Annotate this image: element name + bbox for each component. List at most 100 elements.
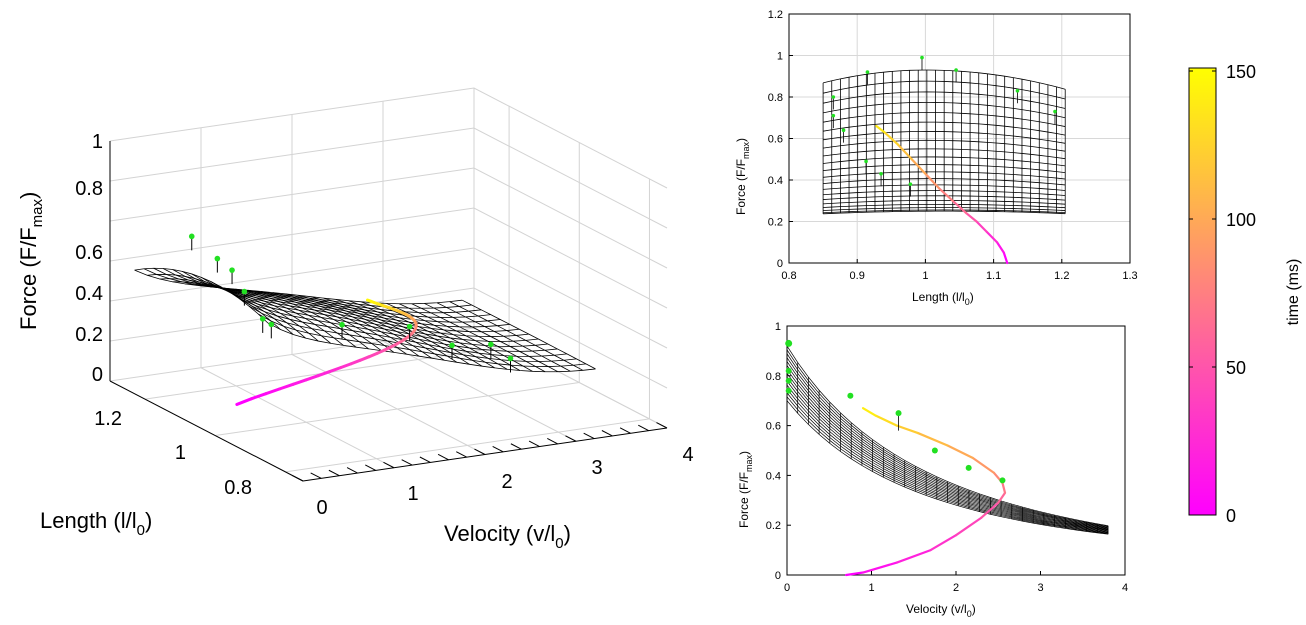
y-tick-label: 1.2 — [768, 9, 783, 21]
trajectory-segment — [235, 397, 254, 406]
trajectory-segment — [250, 392, 268, 401]
trajectory-segment — [264, 387, 282, 396]
y-tick-label: 0.6 — [768, 134, 783, 146]
surface-line — [298, 294, 432, 359]
surface-line — [260, 291, 395, 353]
data-marker — [931, 447, 938, 454]
x-tick — [437, 453, 449, 461]
gridline — [109, 127, 668, 229]
x-tick — [292, 475, 304, 482]
y-tick-label: 1 — [775, 321, 781, 333]
x-tick-label: 1 — [407, 483, 418, 505]
x-tick — [346, 467, 358, 474]
data-marker — [879, 171, 883, 176]
markers-fv — [785, 339, 1006, 484]
x-tick-label: 1.2 — [1054, 270, 1069, 282]
surface-line — [323, 297, 458, 363]
x-tick-label: 2 — [953, 582, 959, 594]
trajectory-segment — [845, 571, 865, 577]
x-tick — [419, 456, 431, 463]
x-tick — [328, 469, 340, 477]
data-marker — [785, 367, 792, 374]
mesh-line — [786, 396, 1109, 534]
surface-line — [247, 289, 382, 351]
data-marker — [188, 233, 195, 240]
mesh-line — [786, 392, 1109, 534]
y-tick-label: 0.8 — [766, 371, 781, 383]
trajectory-segment — [278, 382, 295, 391]
panel-3d: 0 0.2 0.4 0.6 0.8 1 0.8 1 1.2 0 1 2 3 4 … — [16, 87, 694, 552]
data-marker — [841, 128, 846, 132]
x-tick — [383, 461, 395, 469]
data-marker — [965, 464, 972, 471]
z-tick-label: 0 — [92, 364, 103, 386]
trajectory-segment — [975, 220, 988, 233]
mesh-line — [786, 400, 1109, 535]
trajectory-segment — [883, 131, 900, 146]
grid-3d — [109, 87, 668, 482]
x-axis-label: Velocity (v/l0) — [444, 521, 571, 552]
data-marker — [1015, 88, 1020, 93]
colorbar: 0 50 100 150 time (ms) — [1188, 62, 1302, 526]
x-tick — [656, 422, 668, 429]
data-marker — [895, 410, 902, 417]
data-marker — [785, 339, 793, 347]
surface-line — [273, 292, 407, 355]
y-axis-label: Length (l/l0) — [40, 508, 152, 539]
data-marker — [449, 342, 455, 349]
axes-3d — [109, 141, 668, 482]
surface-line — [398, 303, 533, 372]
trajectory-fl — [875, 124, 1009, 265]
data-marker — [831, 95, 836, 99]
x-axis-label-fl: Length (l/l0) — [912, 290, 974, 307]
x-tick — [601, 430, 613, 437]
trajectory-segment — [291, 378, 308, 386]
x-tick-label: 0.8 — [781, 270, 796, 282]
gridline — [109, 167, 668, 269]
surface-line — [336, 299, 470, 365]
mesh-line — [786, 373, 1109, 531]
x-tick — [310, 472, 322, 479]
trajectory-segment — [874, 414, 898, 427]
x-tick — [510, 443, 522, 450]
surface-line — [172, 281, 306, 339]
x-tick-label: 3 — [591, 457, 602, 479]
gridline — [109, 207, 668, 309]
y-axis-label-fv: Force (F/Fmax) — [737, 451, 754, 528]
trajectory-segment — [937, 187, 954, 202]
surface-line — [411, 303, 546, 373]
x-tick-label: 0 — [784, 582, 790, 594]
surface-3d — [134, 267, 596, 373]
data-marker — [920, 55, 924, 60]
colorbar-ticks — [1189, 70, 1216, 516]
trajectory-segment — [365, 298, 373, 303]
trajectory-segment — [316, 370, 332, 378]
surface-line — [184, 283, 319, 342]
data-marker — [864, 159, 868, 164]
y-tick-label: 0.2 — [768, 217, 783, 229]
z-tick-label: 0.6 — [75, 242, 103, 264]
surface-line — [210, 286, 344, 346]
x-tick-label: 4 — [682, 444, 693, 466]
trajectory-segment — [358, 355, 371, 362]
x-tick — [401, 459, 413, 466]
trajectory-segment — [328, 366, 343, 374]
data-marker — [865, 70, 870, 74]
surface-line — [361, 301, 495, 369]
gridline — [109, 287, 668, 389]
x-tick — [365, 464, 377, 471]
z-tick-label: 0.2 — [75, 324, 103, 346]
trajectory-segment — [929, 534, 958, 552]
x-tick-label: 1 — [922, 270, 928, 282]
trajectory-segment — [861, 407, 877, 417]
trajectory-segment — [349, 358, 362, 366]
x-tick-label: 1.1 — [986, 270, 1001, 282]
trajectory-segment — [965, 212, 978, 223]
y-tick-label: 1 — [777, 51, 783, 63]
trajectory-segment — [997, 491, 1007, 504]
surface-line — [147, 273, 281, 330]
trajectory-segment — [895, 548, 932, 564]
surface-line — [267, 322, 596, 373]
z-tick-label: 1 — [92, 131, 103, 153]
